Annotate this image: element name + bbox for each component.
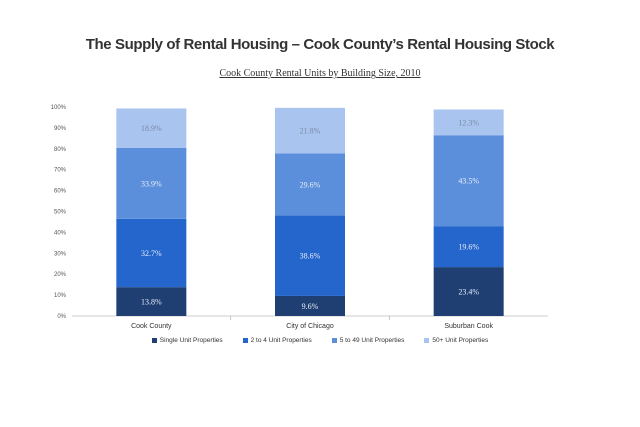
legend-swatch <box>242 338 248 343</box>
bar-segment <box>433 226 504 268</box>
x-tick-label: Cook County <box>131 323 172 330</box>
y-tick-label: 50% <box>54 210 67 216</box>
y-tick-label: 60% <box>54 189 67 195</box>
data-label: 13.8% <box>141 298 162 307</box>
legend-item: Single Unit Properties <box>151 337 223 344</box>
bar-segment <box>116 147 187 219</box>
page-title: The Supply of Rental Housing – Cook Coun… <box>85 36 555 53</box>
data-label: 38.6% <box>300 252 321 261</box>
data-label: 43.5% <box>458 177 479 186</box>
legend-item: 5 to 49 Unit Properties <box>331 337 405 344</box>
y-tick-label: 10% <box>54 293 67 299</box>
legend-label: 50+ Unit Properties <box>432 337 489 344</box>
bar-segment <box>433 135 504 227</box>
y-tick-label: 30% <box>54 251 67 257</box>
data-label: 21.8% <box>300 127 321 136</box>
data-label: 32.7% <box>141 249 162 258</box>
data-label: 9.6% <box>302 302 319 311</box>
y-tick-label: 0% <box>57 314 66 320</box>
data-label: 29.6% <box>300 180 321 189</box>
bar-segment <box>116 108 187 148</box>
legend-label: 2 to 4 Unit Properties <box>250 337 312 344</box>
bar-segment <box>116 287 187 316</box>
y-tick-label: 70% <box>54 168 67 174</box>
data-label: 33.9% <box>141 179 162 188</box>
bar-segment <box>275 215 345 296</box>
y-tick-label: 40% <box>54 230 67 236</box>
x-tick-label: Suburban Cook <box>444 323 493 330</box>
bar-segment <box>433 267 504 316</box>
bar-segment <box>433 109 504 136</box>
data-label: 19.6% <box>458 243 479 252</box>
legend-item: 2 to 4 Unit Properties <box>242 337 312 344</box>
legend-swatch <box>151 338 157 343</box>
y-tick-label: 90% <box>54 126 67 132</box>
data-label: 18.9% <box>141 124 162 133</box>
y-tick-label: 20% <box>54 272 67 278</box>
data-label: 12.3% <box>458 118 479 127</box>
x-tick-label: City of Chicago <box>286 323 334 330</box>
chart-legend: Single Unit Properties 2 to 4 Unit Proper… <box>0 337 640 344</box>
legend-swatch <box>331 338 337 343</box>
legend-label: 5 to 49 Unit Properties <box>339 337 405 344</box>
bar-segment <box>275 295 345 316</box>
bar-segment <box>116 218 187 288</box>
bar-segment <box>275 153 345 216</box>
legend-swatch <box>424 338 430 343</box>
legend-label: Single Unit Properties <box>159 337 223 344</box>
data-label: 23.4% <box>458 288 479 297</box>
chart-title: Cook County Rental Units by Building Siz… <box>219 68 421 79</box>
legend-item: 50+ Unit Properties <box>424 337 488 344</box>
y-tick-label: 80% <box>54 147 67 153</box>
bar-segment <box>275 107 345 154</box>
y-tick-label: 100% <box>51 105 67 111</box>
